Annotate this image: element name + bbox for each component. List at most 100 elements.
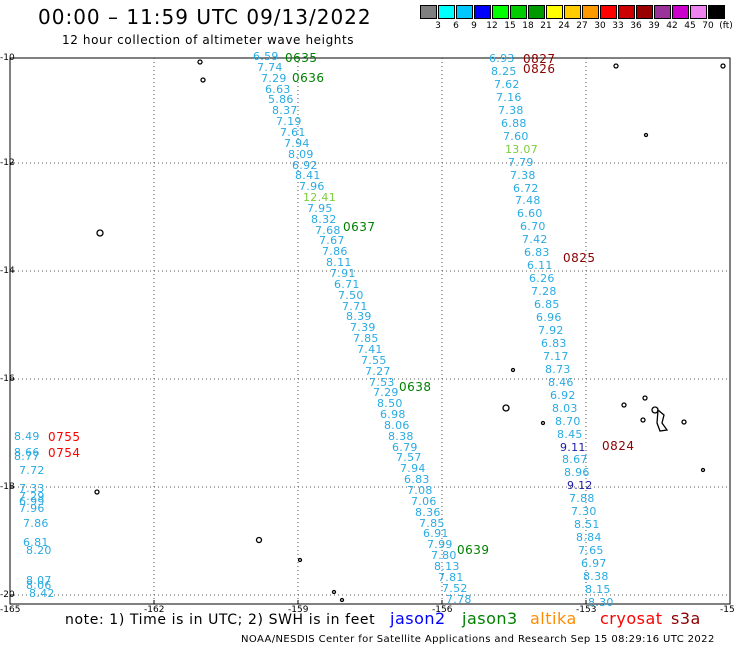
color-scale-label: 39 xyxy=(648,21,660,31)
footer-credit: NOAA/NESDIS Center for Satellite Applica… xyxy=(241,634,715,645)
wave-height-label: 7.48 xyxy=(515,194,541,207)
wave-height-label: 7.72 xyxy=(19,464,45,477)
wave-height-label: 8.13 xyxy=(434,560,460,573)
wave-height-label: 7.29 xyxy=(261,72,287,85)
color-scale-label: 9 xyxy=(471,21,477,31)
color-swatch xyxy=(708,5,725,19)
wave-height-label: 7.65 xyxy=(578,544,604,557)
wave-height-label: 7.06 xyxy=(411,495,437,508)
wave-height-label: 6.93 xyxy=(489,52,515,65)
wave-height-label: 7.67 xyxy=(319,234,345,247)
color-scale-label: 45 xyxy=(684,21,696,31)
island-outline xyxy=(651,406,659,414)
color-swatch xyxy=(564,5,581,19)
lat-tick-label: -10 xyxy=(0,53,15,63)
color-scale-label: 33 xyxy=(612,21,624,31)
lon-tick-label: -15 xyxy=(720,605,735,615)
wave-height-label: 8.37 xyxy=(272,104,298,117)
wave-height-label: 6.96 xyxy=(536,311,562,324)
wave-height-label: 8.06 xyxy=(384,419,410,432)
wave-height-label: 6.85 xyxy=(534,298,560,311)
wave-height-label: 7.42 xyxy=(522,233,548,246)
lon-tick-label: -153 xyxy=(576,605,597,615)
color-scale-label: 21 xyxy=(540,21,552,31)
map-subtitle: 12 hour collection of altimeter wave hei… xyxy=(62,33,355,47)
wave-height-label: 7.71 xyxy=(342,300,368,313)
wave-height-label: 7.38 xyxy=(510,169,536,182)
color-swatch xyxy=(420,5,437,19)
island-outline xyxy=(720,63,726,69)
wave-height-label: 7.88 xyxy=(569,492,595,505)
wave-height-label: 8.73 xyxy=(545,363,571,376)
wave-height-label: 6.60 xyxy=(517,207,543,220)
color-scale-label: 30 xyxy=(594,21,606,31)
wave-height-label: 7.17 xyxy=(543,350,569,363)
wave-height-label: 7.86 xyxy=(23,517,49,530)
island-outline xyxy=(640,417,646,423)
island-outline xyxy=(502,404,510,412)
wave-height-label: 6.92 xyxy=(292,159,318,172)
wave-height-label: 7.94 xyxy=(284,137,310,150)
pass-time-label: 0755 xyxy=(48,430,81,444)
color-scale-label: (ft) xyxy=(719,21,733,31)
lat-tick-label: -14 xyxy=(0,266,15,276)
wave-height-label: 7.68 xyxy=(315,224,341,237)
wave-height-label: 9.11 xyxy=(560,441,586,454)
color-scale-label: 42 xyxy=(666,21,678,31)
island-outline xyxy=(656,408,669,432)
wave-height-label: 7.50 xyxy=(338,289,364,302)
wave-height-label: 6.11 xyxy=(527,259,553,272)
wave-height-label: 7.86 xyxy=(322,245,348,258)
wave-height-label: 8.50 xyxy=(377,397,403,410)
island-outline xyxy=(297,557,303,563)
wave-height-label: 7.30 xyxy=(571,505,597,518)
wave-height-label: 8.67 xyxy=(562,453,588,466)
wave-height-label: 7.81 xyxy=(438,571,464,584)
wave-height-label: 13.07 xyxy=(505,143,538,156)
wave-height-label: 7.60 xyxy=(503,130,529,143)
wave-height-label: 7.94 xyxy=(400,462,426,475)
wave-height-label: 7.62 xyxy=(494,78,520,91)
wave-height-label: 7.85 xyxy=(419,517,445,530)
lat-tick-label: -18 xyxy=(0,482,15,492)
lon-tick-label: -165 xyxy=(0,605,21,615)
map-title: 00:00 – 11:59 UTC 09/13/2022 xyxy=(38,5,372,29)
island-outline xyxy=(339,597,345,603)
legend-s3a: s3a xyxy=(671,609,701,628)
wave-height-label: 7.39 xyxy=(350,321,376,334)
wave-height-label: 8.66 xyxy=(14,446,40,459)
wave-height-label: 7.08 xyxy=(407,484,433,497)
island-outline xyxy=(200,77,206,83)
pass-time-label: 0826 xyxy=(523,62,556,76)
wave-height-label: 7.78 xyxy=(446,593,472,606)
island-outline xyxy=(613,63,619,69)
wave-height-label: 7.61 xyxy=(280,126,306,139)
wave-height-label: 6.72 xyxy=(513,182,539,195)
wave-height-label: 8.03 xyxy=(552,402,578,415)
island-outline xyxy=(331,589,337,595)
lon-tick-label: -159 xyxy=(288,605,309,615)
wave-height-label: 7.52 xyxy=(442,582,468,595)
wave-height-label: 7.28 xyxy=(531,285,557,298)
color-scale-label: 18 xyxy=(522,21,534,31)
wave-height-label: 6.81 xyxy=(23,536,49,549)
wave-height-label: 7.91 xyxy=(330,267,356,280)
color-swatch xyxy=(510,5,527,19)
pass-time-label: 0639 xyxy=(457,543,490,557)
wave-height-label: 8.25 xyxy=(491,65,517,78)
wave-height-label: 6.59 xyxy=(253,50,279,63)
lat-tick-label: -16 xyxy=(0,374,15,384)
wave-height-label: 7.99 xyxy=(427,538,453,551)
legend-jason2: jason2 xyxy=(390,609,446,628)
wave-height-label: 6.63 xyxy=(265,83,291,96)
wave-height-label: 8.15 xyxy=(585,583,611,596)
wave-height-label: 6.71 xyxy=(334,278,360,291)
wave-height-label: 7.38 xyxy=(498,104,524,117)
island-outline xyxy=(255,536,263,544)
wave-height-label: 7.85 xyxy=(353,332,379,345)
wave-height-label: 7.80 xyxy=(431,549,457,562)
lat-tick-label: -20 xyxy=(0,590,15,600)
island-outline xyxy=(643,132,649,138)
wave-height-label: 7.29 xyxy=(373,386,399,399)
